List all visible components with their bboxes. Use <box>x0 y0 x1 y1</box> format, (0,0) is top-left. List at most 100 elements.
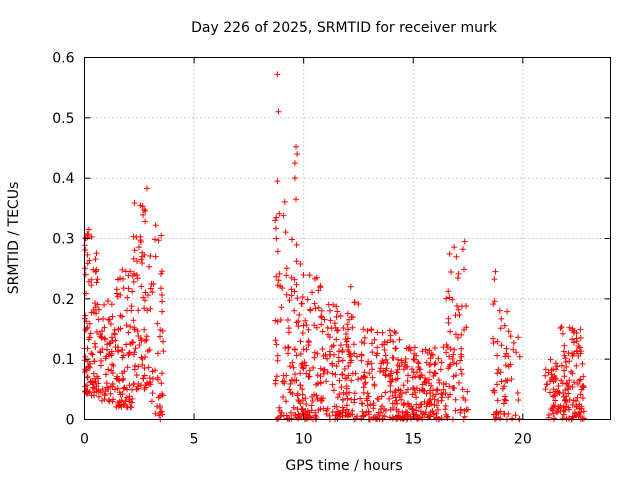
data-point <box>114 400 121 407</box>
data-point <box>326 348 333 355</box>
data-point <box>438 359 445 366</box>
data-point <box>133 386 140 393</box>
data-point <box>113 290 120 297</box>
data-point <box>445 394 452 401</box>
data-point <box>342 375 349 382</box>
data-point <box>89 381 96 388</box>
data-point <box>382 407 389 414</box>
data-point <box>337 312 344 319</box>
data-point <box>131 247 138 254</box>
data-point <box>299 329 306 336</box>
data-point <box>550 410 557 417</box>
data-point <box>332 371 339 378</box>
data-point <box>125 285 132 292</box>
data-point <box>101 391 108 398</box>
data-point <box>502 397 509 404</box>
data-point <box>144 348 151 355</box>
data-point <box>288 292 295 299</box>
data-point <box>358 357 365 364</box>
data-point <box>573 335 580 342</box>
data-point <box>415 404 422 411</box>
data-point <box>130 317 137 324</box>
data-point <box>351 299 358 306</box>
data-point <box>542 366 549 373</box>
data-point <box>336 391 343 398</box>
data-point <box>320 367 327 374</box>
data-point <box>575 413 582 420</box>
data-point <box>160 338 167 345</box>
data-point <box>573 403 580 410</box>
data-point <box>274 352 281 359</box>
data-point <box>360 384 367 391</box>
data-point <box>374 344 381 351</box>
data-point <box>276 404 283 411</box>
data-point <box>565 390 572 397</box>
data-point <box>157 393 164 400</box>
data-point <box>552 403 559 410</box>
data-point <box>497 415 504 422</box>
data-point <box>458 370 465 377</box>
data-point <box>147 285 154 292</box>
data-point <box>140 211 147 218</box>
data-point <box>502 393 509 400</box>
data-point <box>148 280 155 287</box>
data-point <box>124 404 131 411</box>
data-point <box>306 413 313 420</box>
data-point <box>573 362 580 369</box>
data-point <box>493 409 500 416</box>
data-point <box>410 355 417 362</box>
data-point <box>428 401 435 408</box>
data-point <box>368 360 375 367</box>
data-point <box>326 307 333 314</box>
data-point <box>383 365 390 372</box>
data-point <box>286 415 293 422</box>
data-point <box>272 337 279 344</box>
data-point <box>377 365 384 372</box>
data-point <box>428 382 435 389</box>
data-point <box>558 362 565 369</box>
data-point <box>318 307 325 314</box>
data-point <box>351 350 358 357</box>
data-point <box>446 250 453 257</box>
data-point <box>329 381 336 388</box>
data-point <box>87 330 94 337</box>
data-point <box>159 298 166 305</box>
data-point <box>461 238 468 245</box>
data-point <box>339 409 346 416</box>
data-point <box>494 338 501 345</box>
data-point <box>446 383 453 390</box>
data-point <box>142 382 149 389</box>
data-point <box>503 345 510 352</box>
data-point <box>107 390 114 397</box>
data-point <box>368 326 375 333</box>
data-point <box>135 307 142 314</box>
data-point <box>146 263 153 270</box>
data-point <box>504 308 511 315</box>
data-point <box>432 370 439 377</box>
data-point <box>404 386 411 393</box>
data-point <box>344 413 351 420</box>
data-point <box>91 358 98 365</box>
data-point <box>95 306 102 313</box>
data-point <box>91 300 98 307</box>
data-point <box>456 379 463 386</box>
data-point <box>339 346 346 353</box>
data-point <box>147 381 154 388</box>
data-point <box>86 320 93 327</box>
data-point <box>344 321 351 328</box>
x-tick-label: 20 <box>514 432 532 448</box>
data-point <box>453 253 460 260</box>
data-point <box>285 344 292 351</box>
data-point <box>557 407 564 414</box>
data-point <box>290 404 297 411</box>
data-point <box>299 294 306 301</box>
data-point <box>514 389 521 396</box>
data-point <box>319 328 326 335</box>
data-point <box>498 342 505 349</box>
data-point <box>335 354 342 361</box>
data-point <box>289 390 296 397</box>
data-point <box>561 396 568 403</box>
data-point <box>152 222 159 229</box>
data-point <box>411 356 418 363</box>
data-point <box>311 349 318 356</box>
